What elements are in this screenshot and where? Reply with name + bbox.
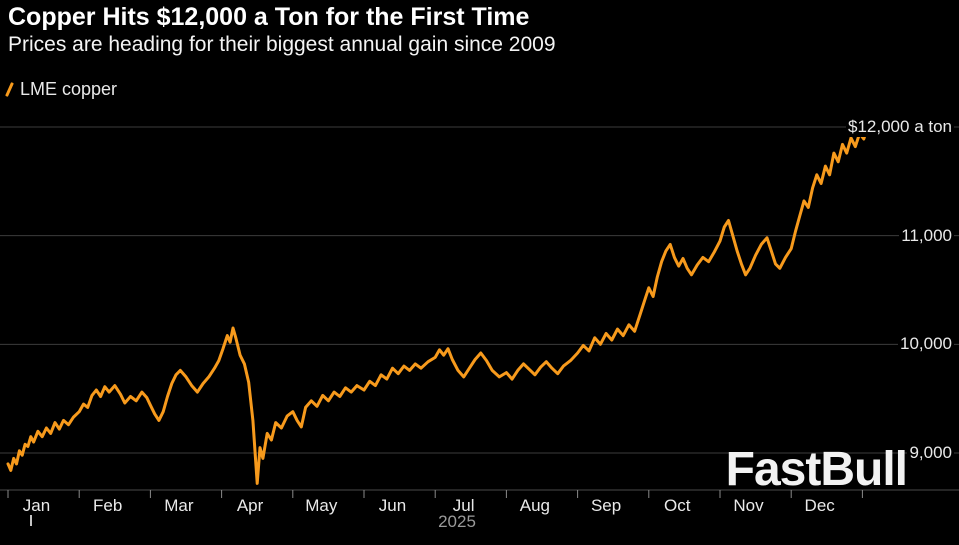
- x-axis-label: Jun: [378, 496, 407, 515]
- x-axis-label: Sep: [590, 496, 622, 515]
- x-axis-label: Apr: [236, 496, 264, 515]
- x-axis-label: May: [305, 496, 338, 515]
- y-axis-label: 9,000: [907, 443, 954, 463]
- x-axis-label: Dec: [804, 496, 835, 515]
- price-line: [6, 125, 869, 485]
- legend-label: LME copper: [20, 79, 118, 99]
- x-axis-label: Feb: [93, 496, 123, 515]
- page-title: Copper Hits $12,000 a Ton for the First …: [8, 3, 530, 31]
- y-axis-label: 11,000: [899, 225, 954, 246]
- year-label: 2025: [438, 512, 476, 531]
- x-axis-label: Jan: [22, 496, 51, 515]
- page-subtitle: Prices are heading for their biggest ann…: [8, 33, 556, 56]
- x-axis-label: Oct: [664, 496, 691, 515]
- x-axis-label: Jul: [452, 496, 475, 515]
- year-start-tick: [30, 515, 32, 526]
- x-axis-label: Aug: [519, 496, 550, 515]
- legend: LME copper: [5, 79, 118, 100]
- watermark: FastBull: [725, 443, 908, 496]
- x-axis-label: Mar: [164, 496, 194, 515]
- y-axis-label: $12,000 a ton: [846, 117, 954, 137]
- x-axis-label: Nov: [733, 496, 764, 515]
- y-axis-label: 10,000: [898, 334, 954, 355]
